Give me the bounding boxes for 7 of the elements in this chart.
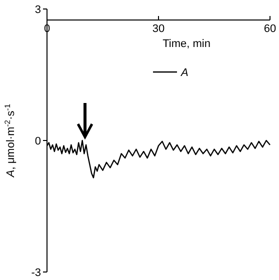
y-tick-label: -3 bbox=[31, 267, 41, 279]
y-tick-label: 3 bbox=[34, 4, 41, 16]
x-axis-title: Time, min bbox=[162, 38, 210, 50]
x-tick-label: 60 bbox=[264, 23, 276, 35]
x-tick-label: 30 bbox=[152, 23, 165, 35]
y-tick-label: 0 bbox=[34, 136, 41, 148]
legend-label: A bbox=[180, 67, 188, 79]
